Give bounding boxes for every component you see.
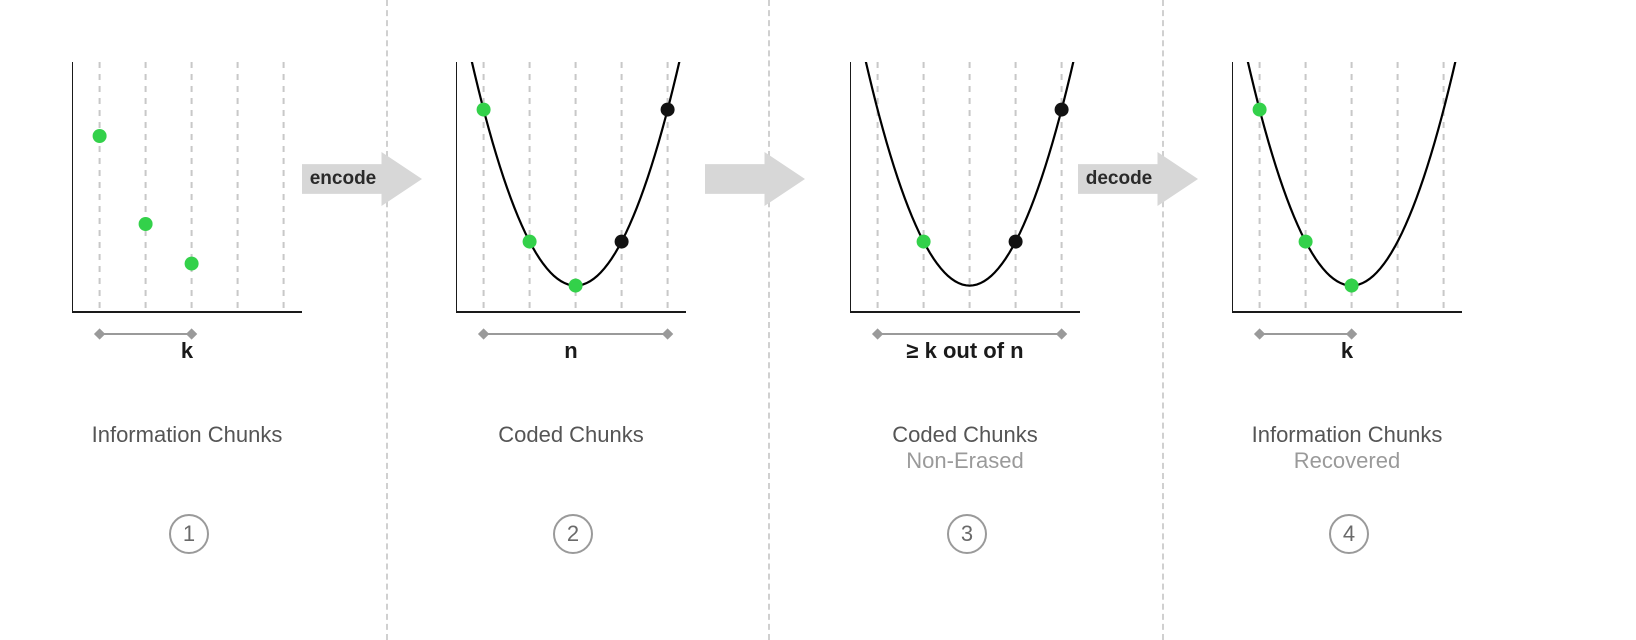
info-point bbox=[1299, 235, 1313, 249]
axis-label: k bbox=[1227, 338, 1467, 364]
info-point bbox=[93, 129, 107, 143]
info-point bbox=[477, 103, 491, 117]
flow-arrow bbox=[705, 152, 805, 211]
panel-caption: Information ChunksRecovered bbox=[1187, 422, 1507, 474]
info-point bbox=[1345, 279, 1359, 293]
stage-panel: k Information Chunks 1 bbox=[0, 0, 386, 640]
coded-point bbox=[1055, 103, 1069, 117]
mini-chart bbox=[456, 62, 686, 362]
erasure-coding-diagram: k Information Chunks 1 n Coded Chunks 2 ≥ k ou… bbox=[0, 0, 1636, 640]
axis-label: k bbox=[67, 338, 307, 364]
stage-number-badge: 3 bbox=[947, 514, 987, 554]
panel-caption: Information Chunks bbox=[27, 422, 347, 448]
coded-point bbox=[1009, 235, 1023, 249]
info-point bbox=[917, 235, 931, 249]
info-point bbox=[1253, 103, 1267, 117]
mini-chart bbox=[72, 62, 302, 362]
coded-point bbox=[661, 103, 675, 117]
arrow-label: encode bbox=[292, 168, 394, 190]
arrow-label: decode bbox=[1068, 168, 1170, 190]
axis-label: n bbox=[451, 338, 691, 364]
stage-panel: n Coded Chunks 2 bbox=[386, 0, 768, 640]
panel-caption: Coded Chunks bbox=[411, 422, 731, 448]
mini-chart bbox=[850, 62, 1080, 362]
coded-point bbox=[615, 235, 629, 249]
panel-caption: Coded ChunksNon-Erased bbox=[805, 422, 1125, 474]
mini-chart bbox=[1232, 62, 1462, 362]
stage-number-badge: 4 bbox=[1329, 514, 1369, 554]
info-point bbox=[523, 235, 537, 249]
info-point bbox=[139, 217, 153, 231]
axis-label: ≥ k out of n bbox=[845, 338, 1085, 364]
stage-number-badge: 1 bbox=[169, 514, 209, 554]
stage-panel: ≥ k out of n Coded ChunksNon-Erased 3 bbox=[768, 0, 1162, 640]
info-point bbox=[569, 279, 583, 293]
stage-number-badge: 2 bbox=[553, 514, 593, 554]
info-point bbox=[185, 257, 199, 271]
stage-panel: k Information ChunksRecovered 4 bbox=[1162, 0, 1636, 640]
